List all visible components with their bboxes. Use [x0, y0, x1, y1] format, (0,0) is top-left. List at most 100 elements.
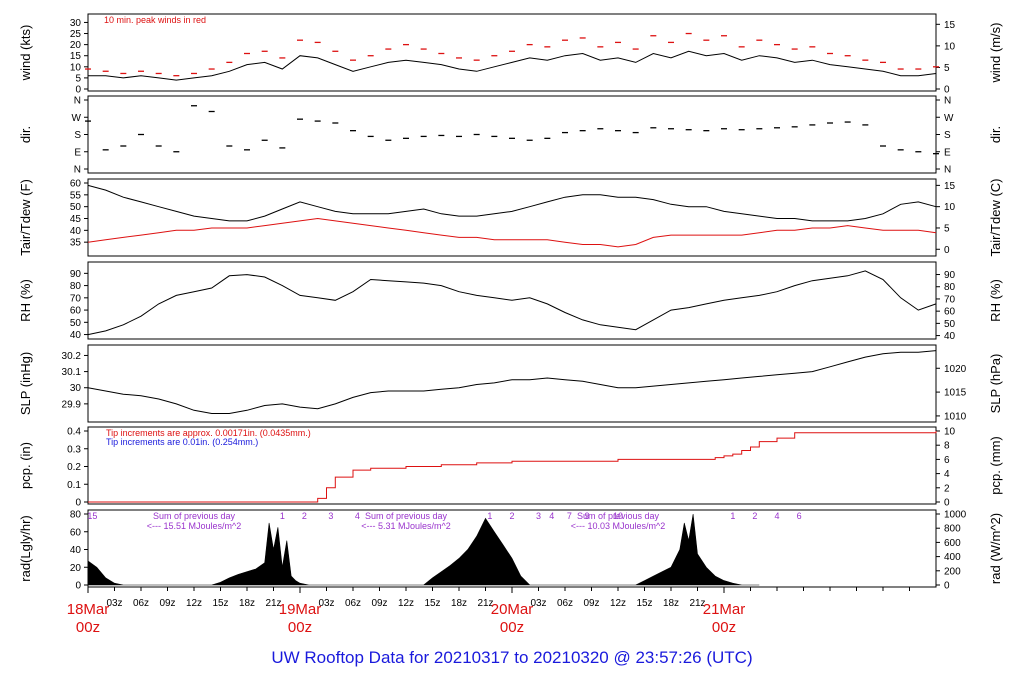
y-tick-label: 40 — [70, 545, 82, 556]
figure-title: UW Rooftop Data for 20210317 to 20210320… — [271, 648, 753, 667]
y-tick-label: 5 — [75, 73, 81, 84]
daily-sum-value: <--- 15.51 MJoules/m^2 — [147, 521, 242, 531]
y-tick-label-right: 10 — [944, 427, 956, 438]
y-tick-label: 90 — [70, 269, 82, 280]
y-axis-label-right: RH (%) — [988, 279, 1003, 322]
y-tick-label: 50 — [70, 318, 82, 329]
x-tick-label: 21z — [689, 598, 705, 609]
day-label: 20Mar — [491, 601, 534, 618]
y-tick-label-right: 1015 — [944, 388, 967, 399]
y-axis-label: RH (%) — [18, 279, 33, 322]
panel-7 — [84, 509, 940, 593]
daily-sum-title: Sum of previous day — [577, 511, 660, 521]
day-label: 21Mar — [703, 601, 746, 618]
y-axis-label: rad(Lgly/hr) — [18, 515, 33, 581]
y-tick-label: 80 — [70, 510, 82, 521]
y-tick-label-right: 40 — [944, 331, 956, 342]
y-tick-label: 25 — [70, 29, 82, 40]
y-tick-label: 80 — [70, 281, 82, 292]
y-tick-label: E — [74, 147, 81, 158]
y-axis-label-right: rad (W/m^2) — [988, 513, 1003, 584]
y-tick-label: 0.1 — [67, 480, 81, 491]
y-tick-label: 0.4 — [67, 427, 81, 438]
y-tick-label: 30 — [70, 383, 82, 394]
y-tick-label-right: N — [944, 165, 951, 176]
hour-digit: 2 — [752, 511, 757, 521]
y-tick-label-right: 70 — [944, 294, 956, 305]
y-tick-label-right: S — [944, 130, 951, 141]
x-tick-label: 03z — [318, 598, 334, 609]
panel-frame — [87, 344, 937, 423]
panel-frame — [87, 261, 937, 340]
y-tick-label: 0 — [75, 581, 81, 592]
day-sub-label: 00z — [712, 619, 736, 636]
y-tick-label: W — [72, 113, 82, 124]
y-tick-label-right: 800 — [944, 524, 961, 535]
x-tick-label: 09z — [583, 598, 599, 609]
y-tick-label-right: 1000 — [944, 510, 967, 521]
hour-digit: 9 — [585, 511, 590, 521]
y-tick-label: 0 — [75, 85, 81, 96]
y-axis-label: SLP (inHg) — [18, 352, 33, 415]
day-label: 19Mar — [279, 601, 322, 618]
y-tick-label: 50 — [70, 202, 82, 213]
y-tick-label: 20 — [70, 40, 82, 51]
y-tick-label: 30 — [70, 18, 82, 29]
y-tick-label: S — [74, 130, 81, 141]
y-tick-label-right: 15 — [944, 181, 956, 192]
y-tick-label: 45 — [70, 214, 82, 225]
hour-digit: 1 — [730, 511, 735, 521]
series-2-line — [87, 217, 937, 248]
hour-digit: 2 — [302, 511, 307, 521]
y-tick-label: N — [74, 165, 81, 176]
hour-digit: 15 — [87, 511, 97, 521]
daily-sum-value: <--- 10.03 MJoules/m^2 — [571, 521, 666, 531]
y-tick-label-right: 1010 — [944, 411, 967, 422]
x-tick-label: 09z — [371, 598, 387, 609]
hour-digit: 3 — [536, 511, 541, 521]
y-tick-label: 29.9 — [62, 399, 82, 410]
hour-digit: 10 — [613, 511, 623, 521]
y-tick-label: 10 — [70, 62, 82, 73]
hour-digit: 1 — [487, 511, 492, 521]
day-sub-label: 00z — [76, 619, 100, 636]
hour-digit: 4 — [355, 511, 360, 521]
y-tick-label-right: N — [944, 96, 951, 107]
x-tick-label: 06z — [345, 598, 361, 609]
tip-note-red: Tip increments are approx. 0.00171in. (0… — [106, 428, 311, 438]
x-tick-label: 06z — [133, 598, 149, 609]
x-tick-label: 18z — [663, 598, 679, 609]
y-tick-label-right: 60 — [944, 307, 956, 318]
y-tick-label: 0 — [75, 498, 81, 509]
x-tick-label: 18z — [239, 598, 255, 609]
x-tick-label: 12z — [610, 598, 626, 609]
series-1-line — [87, 350, 937, 414]
y-tick-label-right: E — [944, 147, 951, 158]
y-tick-label: 60 — [70, 527, 82, 538]
panel-frame — [87, 13, 937, 92]
daily-sum-title: Sum of previous day — [153, 511, 236, 521]
y-tick-label-right: 10 — [944, 202, 956, 213]
y-axis-label-right: pcp. (mm) — [988, 436, 1003, 495]
y-tick-label-right: 600 — [944, 538, 961, 549]
x-tick-label: 15z — [424, 598, 440, 609]
y-tick-label: 0.3 — [67, 444, 81, 455]
y-tick-label-right: 0 — [944, 581, 950, 592]
x-tick-label: 03z — [106, 598, 122, 609]
x-tick-label: 15z — [636, 598, 652, 609]
series-1-line — [87, 184, 937, 222]
hour-digit: 7 — [567, 511, 572, 521]
y-tick-label-right: 0 — [944, 498, 950, 509]
y-axis-label-right: SLP (hPa) — [988, 354, 1003, 414]
y-axis-label: pcp. (in) — [18, 442, 33, 489]
panel-3 — [84, 178, 940, 257]
x-tick-label: 03z — [530, 598, 546, 609]
y-tick-label-right: 200 — [944, 566, 961, 577]
y-tick-label: 0.2 — [67, 462, 81, 473]
x-tick-label: 12z — [186, 598, 202, 609]
y-tick-label-right: 6 — [944, 455, 950, 466]
y-tick-label-right: 0 — [944, 85, 950, 96]
y-tick-label-right: 10 — [944, 41, 956, 52]
y-axis-label-right: Tair/Tdew (C) — [988, 178, 1003, 256]
